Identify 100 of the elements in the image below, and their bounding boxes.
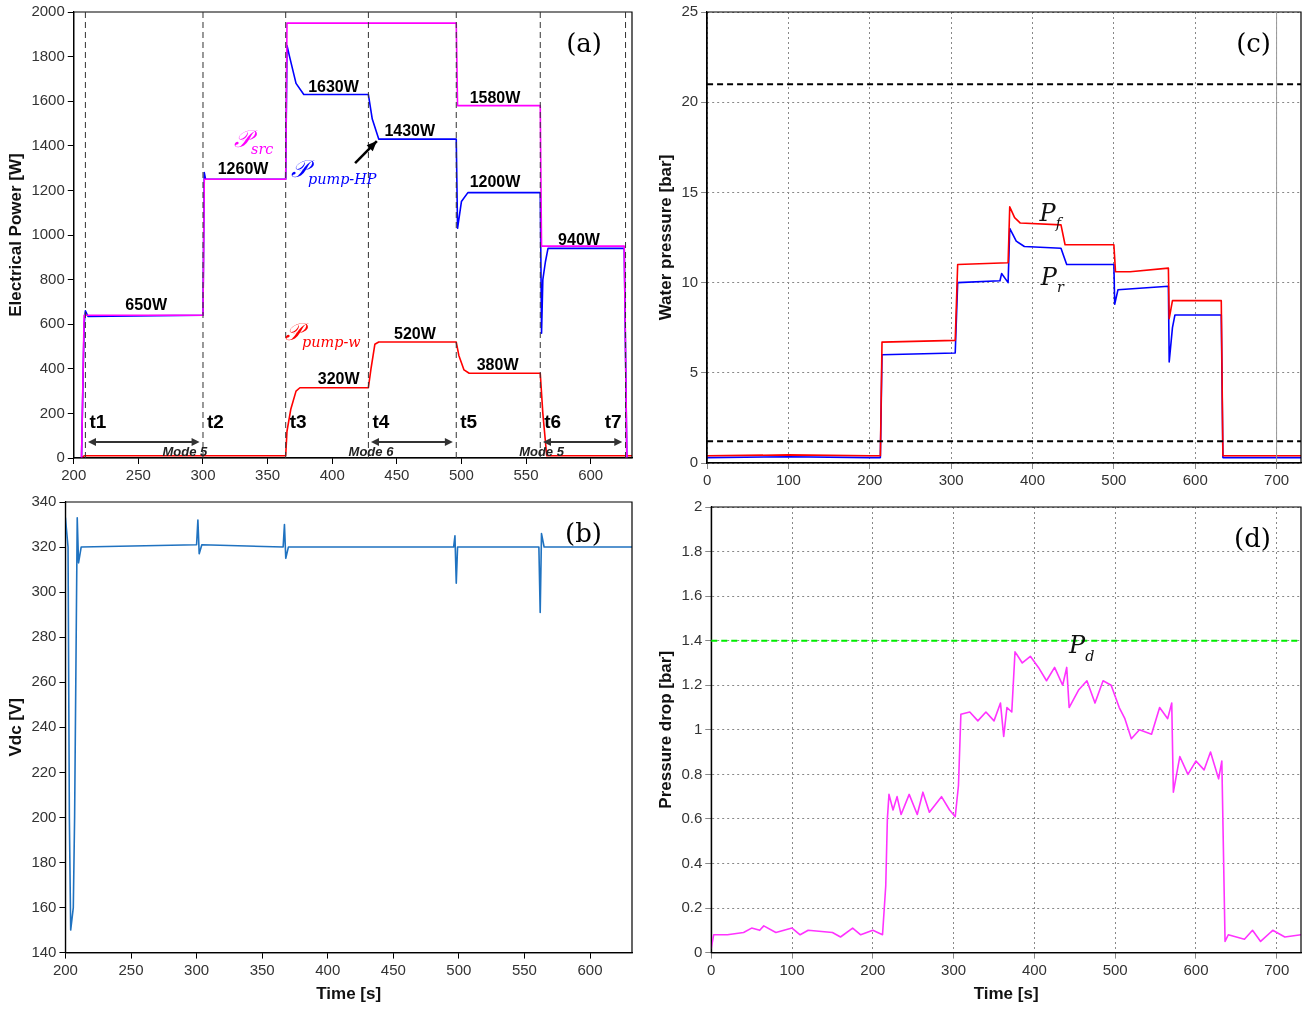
y-axis-title: Pressure drop [bar] <box>655 650 675 809</box>
y-tick-label: 1200 <box>31 180 65 198</box>
annotation: 1430W <box>384 122 436 140</box>
ref-line-label: t3 <box>289 411 307 432</box>
x-tick-label: 500 <box>446 960 472 978</box>
x-tick-label: 450 <box>384 466 410 484</box>
y-tick-label: 200 <box>31 807 57 825</box>
ref-line-label: t1 <box>89 411 107 432</box>
y-tick-label: 160 <box>31 897 57 915</box>
annotation: (b) <box>565 518 603 548</box>
y-tick-label: 1600 <box>31 91 65 109</box>
x-tick-label: 400 <box>319 466 345 484</box>
y-tick-label: 0.8 <box>681 764 703 782</box>
y-tick-label: 220 <box>31 762 57 780</box>
y-axis-title: Electrical Power [W] <box>5 153 25 317</box>
y-tick-label: 25 <box>681 2 699 20</box>
x-tick-label: 100 <box>775 471 801 489</box>
y-axis-title: Vdc [V] <box>5 698 25 757</box>
y-tick-label: 400 <box>39 358 65 376</box>
y-tick-label: 2 <box>693 497 703 515</box>
annotation: (d) <box>1234 523 1272 553</box>
x-tick-label: 450 <box>380 960 406 978</box>
annotation: 940W <box>558 231 601 249</box>
y-tick-label: 0.2 <box>681 898 703 916</box>
annotation: 1580W <box>469 88 522 106</box>
annotation: (a) <box>566 28 603 58</box>
y-tick-label: 1.4 <box>681 630 703 648</box>
y-tick-label: 0 <box>693 942 703 960</box>
x-tick-label: 200 <box>857 471 883 489</box>
x-tick-label: 250 <box>125 466 151 484</box>
x-tick-label: 550 <box>511 960 537 978</box>
x-axis-title: Time [s] <box>316 984 382 1004</box>
x-tick-label: 400 <box>315 960 341 978</box>
annotation: 1200W <box>469 173 522 191</box>
x-tick-label: 350 <box>255 466 281 484</box>
x-tick-label: 600 <box>578 466 604 484</box>
y-tick-label: 1.2 <box>681 675 703 693</box>
annotation: 320W <box>317 369 361 387</box>
y-tick-label: 1000 <box>31 225 65 243</box>
annotation: Mode 6 <box>348 444 395 460</box>
y-tick-label: 1 <box>693 719 703 737</box>
y-tick-label: 15 <box>681 182 699 200</box>
ref-line-label: t5 <box>460 411 478 432</box>
y-tick-label: 280 <box>31 627 57 645</box>
y-tick-label: 10 <box>681 272 699 290</box>
x-tick-label: 600 <box>1182 471 1208 489</box>
x-tick-label: 500 <box>448 466 474 484</box>
x-tick-label: 0 <box>707 960 716 978</box>
x-tick-label: 200 <box>860 960 886 978</box>
x-tick-label: 400 <box>1021 960 1047 978</box>
x-tick-label: 200 <box>61 466 87 484</box>
x-tick-label: 500 <box>1102 960 1128 978</box>
y-tick-label: 180 <box>31 852 57 870</box>
y-tick-label: 1800 <box>31 46 65 64</box>
annotation: 1260W <box>217 160 270 178</box>
y-tick-label: 800 <box>39 269 65 287</box>
x-tick-label: 600 <box>1183 960 1209 978</box>
x-tick-label: 300 <box>190 466 216 484</box>
ref-line-label: t7 <box>604 411 622 432</box>
annotation: 520W <box>394 325 437 343</box>
y-tick-label: 1400 <box>31 135 65 153</box>
y-tick-label: 0.4 <box>681 853 703 871</box>
y-tick-label: 0 <box>56 448 65 466</box>
y-tick-label: 340 <box>31 492 57 510</box>
ref-line-label: t6 <box>544 411 562 432</box>
annotation: 650W <box>125 296 168 314</box>
y-tick-label: 2000 <box>31 2 65 20</box>
x-tick-label: 600 <box>577 960 603 978</box>
x-tick-label: 300 <box>938 471 964 489</box>
x-tick-label: 200 <box>52 960 78 978</box>
y-tick-label: 20 <box>681 92 699 110</box>
annotation: 1630W <box>308 77 360 95</box>
x-tick-label: 100 <box>779 960 805 978</box>
x-tick-label: 300 <box>941 960 967 978</box>
y-tick-label: 300 <box>31 582 57 600</box>
x-axis-title: Time [s] <box>973 984 1039 1004</box>
x-tick-label: 700 <box>1264 471 1290 489</box>
y-tick-label: 200 <box>39 403 65 421</box>
x-tick-label: 350 <box>249 960 275 978</box>
ref-line-label: t4 <box>372 411 390 432</box>
x-tick-label: 700 <box>1264 960 1290 978</box>
x-tick-label: 300 <box>184 960 210 978</box>
y-tick-label: 0 <box>689 453 699 471</box>
x-tick-label: 500 <box>1101 471 1127 489</box>
ref-line-label: t2 <box>206 411 224 432</box>
y-tick-label: 1.8 <box>681 541 703 559</box>
y-tick-label: 600 <box>39 314 65 332</box>
y-tick-label: 240 <box>31 717 57 735</box>
x-tick-label: 400 <box>1020 471 1046 489</box>
y-tick-label: 140 <box>31 942 57 960</box>
y-tick-label: 1.6 <box>681 586 703 604</box>
annotation: 380W <box>476 356 520 374</box>
y-tick-label: 0.6 <box>681 809 703 827</box>
x-tick-label: 250 <box>118 960 144 978</box>
y-tick-label: 320 <box>31 537 57 555</box>
y-axis-title: Water pressure [bar] <box>655 154 675 321</box>
y-tick-label: 260 <box>31 672 57 690</box>
y-tick-label: 5 <box>689 362 699 380</box>
annotation: (c) <box>1236 28 1272 58</box>
x-tick-label: 550 <box>513 466 539 484</box>
